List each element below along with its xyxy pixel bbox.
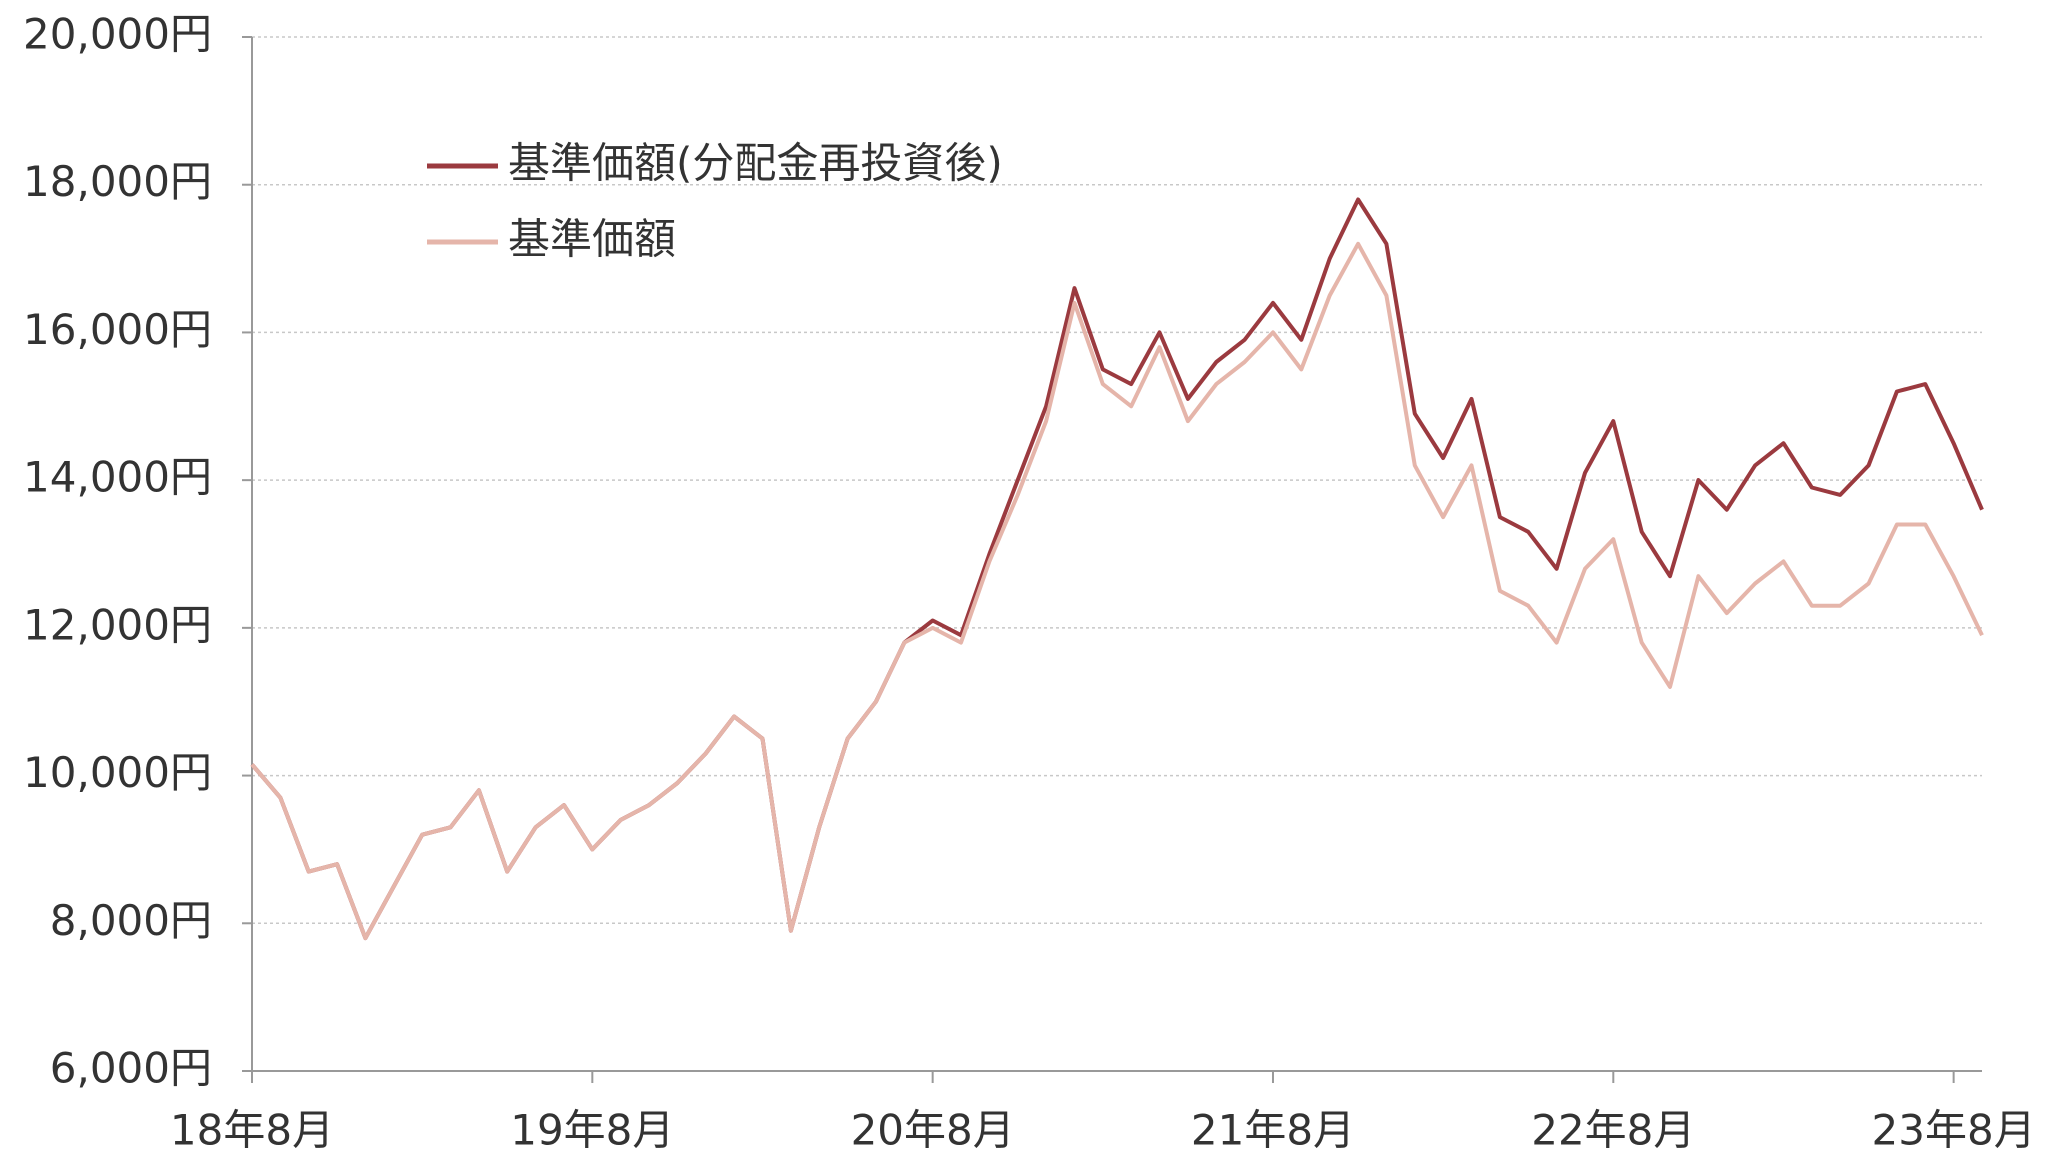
y-tick-label: 12,000円 <box>23 600 212 649</box>
legend-label: 基準価額 <box>508 215 676 264</box>
y-tick-label: 8,000円 <box>50 896 212 945</box>
x-tick-label: 18年8月 <box>170 1106 334 1155</box>
x-tick-label: 19年8月 <box>510 1106 674 1155</box>
y-tick-label: 14,000円 <box>23 453 212 502</box>
x-tick-label: 22年8月 <box>1531 1106 1695 1155</box>
y-tick-label: 10,000円 <box>23 748 212 797</box>
y-tick-label: 6,000円 <box>50 1044 212 1093</box>
series-line <box>250 197 1984 941</box>
x-tick-label: 20年8月 <box>851 1106 1015 1155</box>
y-tick-label: 18,000円 <box>23 157 212 206</box>
legend-label: 基準価額(分配金再投資後) <box>508 139 1003 188</box>
x-tick-label: 23年8月 <box>1872 1106 2036 1155</box>
y-tick-label: 16,000円 <box>23 305 212 354</box>
y-tick-label: 20,000円 <box>23 10 212 59</box>
x-tick-label: 21年8月 <box>1191 1106 1355 1155</box>
series-line <box>250 241 1984 941</box>
